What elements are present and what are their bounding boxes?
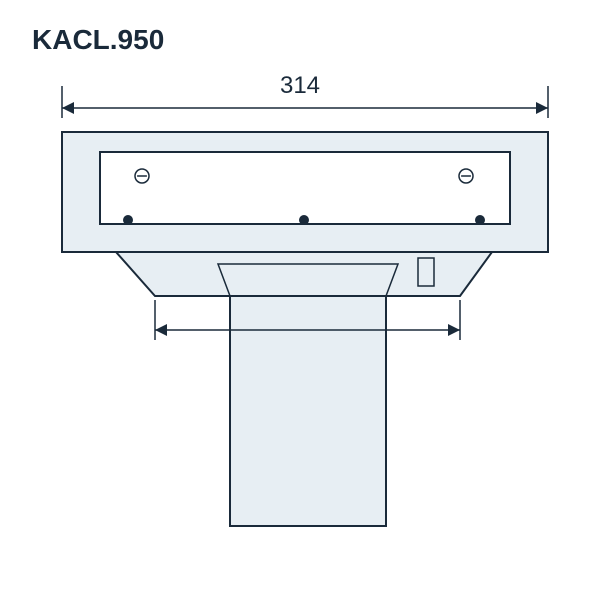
- technical-drawing: [0, 0, 600, 600]
